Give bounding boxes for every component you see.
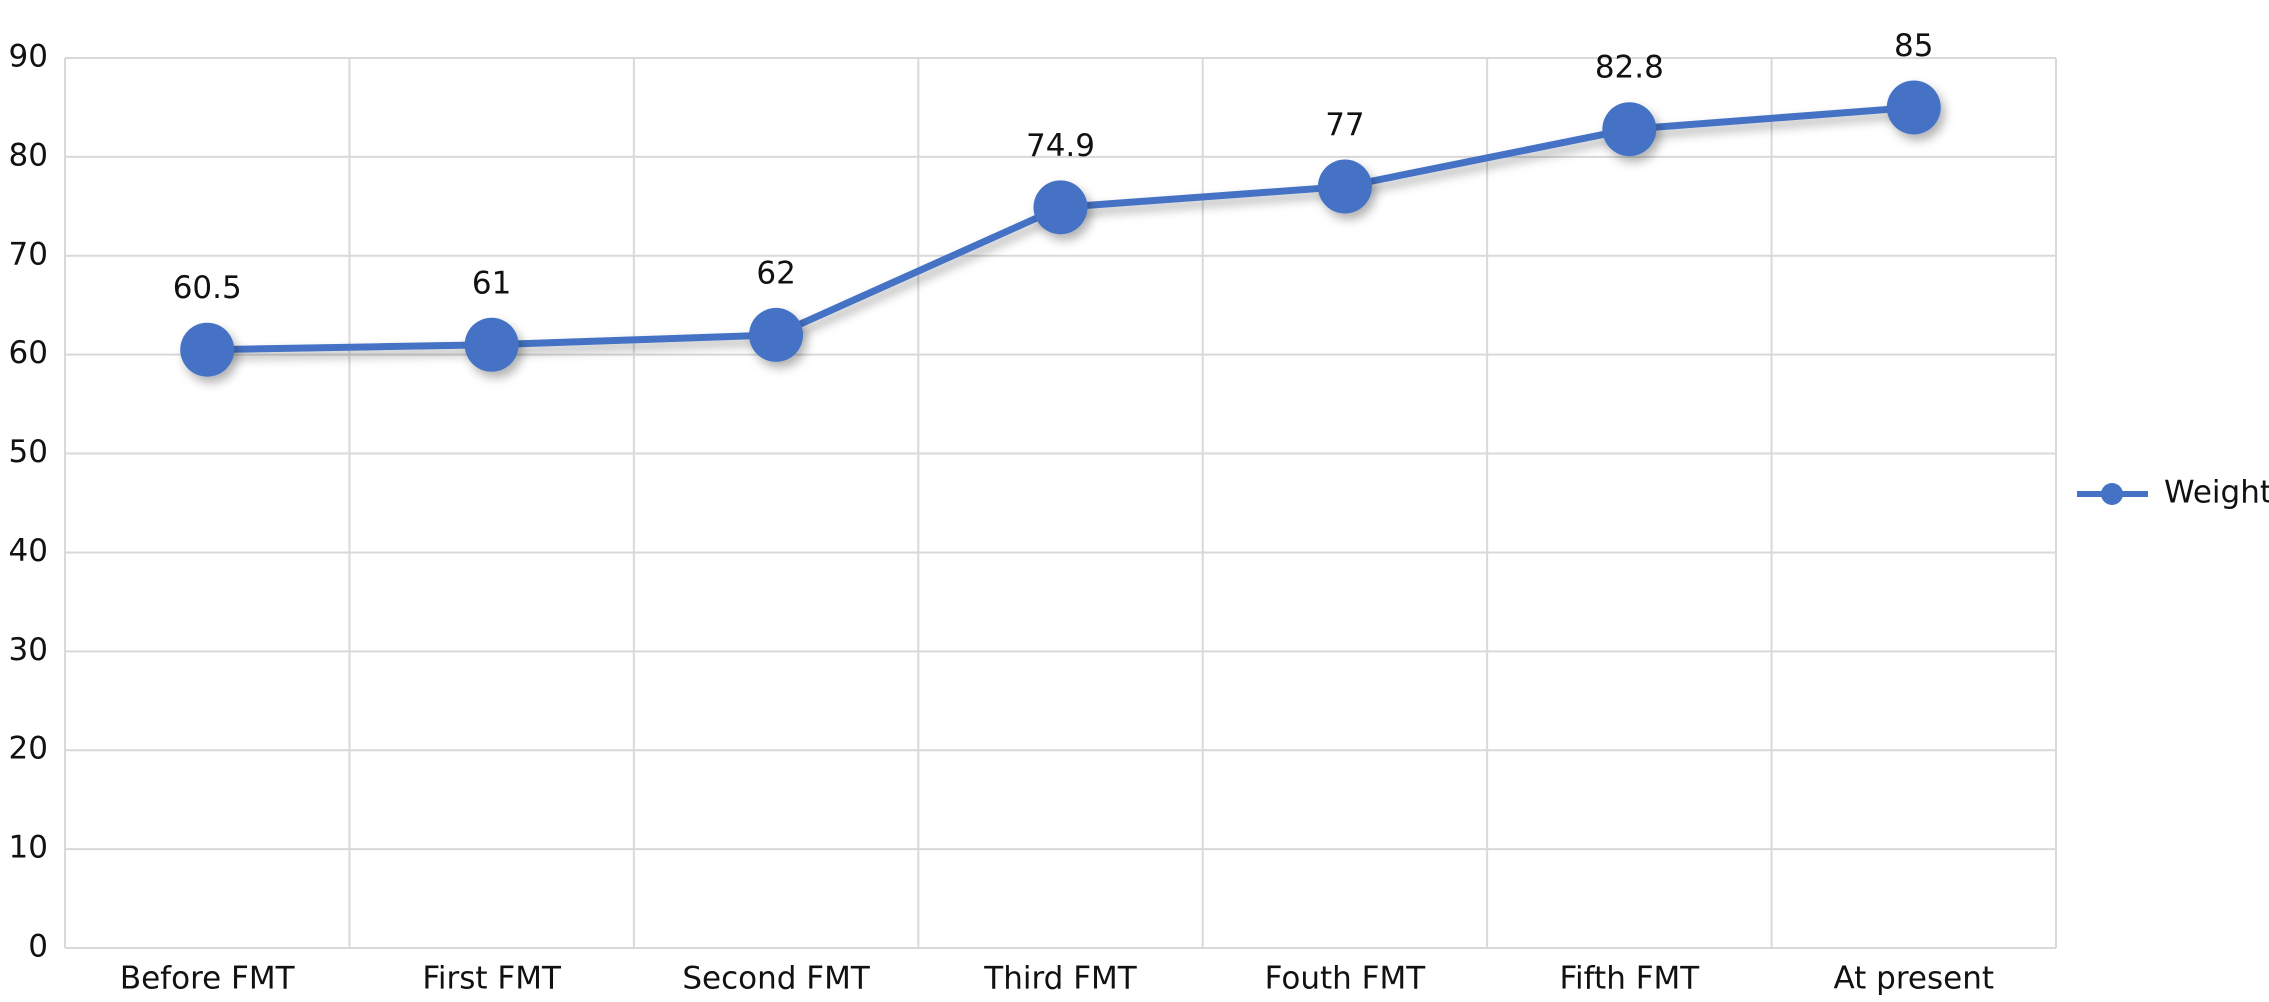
marker — [1317, 159, 1372, 214]
marker — [1033, 180, 1088, 235]
y-tick-label: 30 — [9, 632, 48, 668]
y-tick-label: 70 — [9, 236, 48, 272]
legend-marker — [2101, 483, 2123, 505]
y-tick-label: 10 — [9, 830, 48, 866]
data-label: 60.5 — [173, 270, 242, 306]
y-tick-label: 0 — [28, 929, 48, 965]
data-label: 85 — [1894, 28, 1933, 64]
marker — [749, 307, 804, 362]
x-tick-label: Third FMT — [983, 961, 1138, 997]
data-label: 62 — [756, 255, 795, 291]
marker — [1886, 80, 1941, 135]
x-tick-label: Fouth FMT — [1265, 961, 1427, 997]
marker — [180, 322, 235, 377]
data-label: 61 — [472, 265, 511, 301]
x-tick-label: Before FMT — [120, 961, 296, 997]
legend-label: Weight — [2164, 475, 2269, 511]
y-tick-label: 80 — [9, 137, 48, 173]
data-label: 82.8 — [1595, 50, 1664, 86]
x-tick-label: Fifth FMT — [1559, 961, 1700, 997]
y-tick-label: 90 — [9, 39, 48, 75]
y-tick-label: 60 — [9, 335, 48, 371]
x-tick-label: First FMT — [422, 961, 562, 997]
y-tick-label: 50 — [9, 434, 48, 470]
x-tick-label: At present — [1834, 961, 1995, 997]
marker — [464, 317, 519, 372]
data-label: 77 — [1325, 107, 1364, 143]
marker — [1602, 102, 1657, 157]
y-tick-label: 20 — [9, 731, 48, 767]
data-label: 74.9 — [1026, 128, 1095, 164]
y-tick-label: 40 — [9, 533, 48, 569]
x-tick-label: Second FMT — [682, 961, 871, 997]
